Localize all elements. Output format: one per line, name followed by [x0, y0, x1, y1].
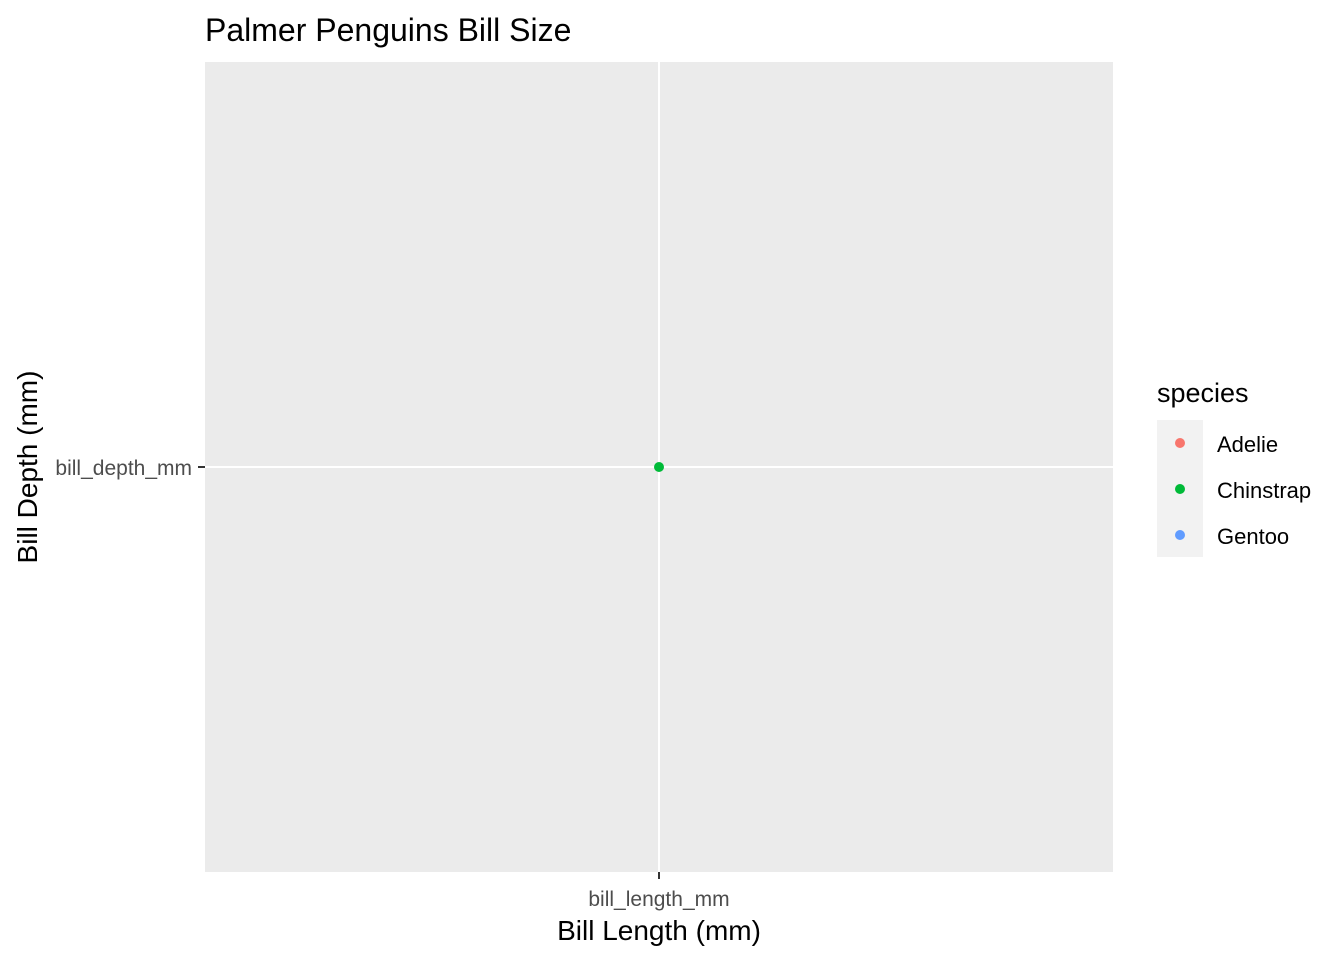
legend-key-chinstrap [1175, 484, 1185, 494]
chart-title: Palmer Penguins Bill Size [205, 12, 571, 48]
y-tick-label: bill_depth_mm [55, 457, 192, 480]
legend: species Adelie Chinstrap Gentoo [1157, 378, 1311, 557]
legend-label-adelie: Adelie [1217, 432, 1278, 457]
y-axis-title: Bill Depth (mm) [12, 371, 43, 564]
x-axis-title: Bill Length (mm) [557, 915, 761, 946]
data-points [654, 462, 664, 472]
legend-key-gentoo [1175, 530, 1185, 540]
data-point [654, 462, 664, 472]
axis-ticks: bill_length_mm bill_depth_mm [55, 457, 729, 911]
legend-label-chinstrap: Chinstrap [1217, 478, 1311, 503]
legend-title: species [1157, 378, 1249, 408]
legend-entries: Adelie Chinstrap Gentoo [1175, 432, 1311, 549]
legend-key-adelie [1175, 438, 1185, 448]
legend-label-gentoo: Gentoo [1217, 524, 1289, 549]
x-tick-label: bill_length_mm [588, 888, 729, 911]
